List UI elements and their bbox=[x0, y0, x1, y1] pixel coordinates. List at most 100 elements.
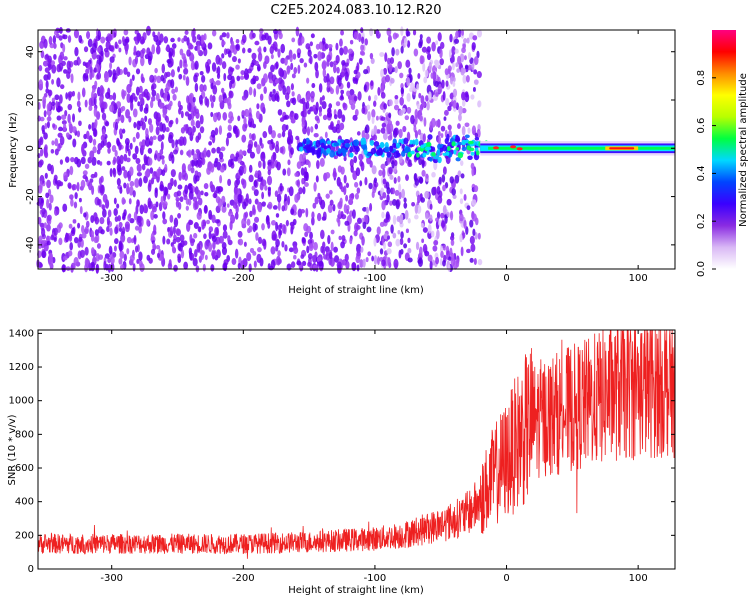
noise-blob bbox=[120, 114, 125, 124]
noise-blob bbox=[146, 47, 151, 56]
noise-blob bbox=[253, 88, 257, 98]
noise-blob bbox=[415, 241, 420, 251]
noise-blob bbox=[286, 136, 291, 145]
noise-blob bbox=[181, 53, 186, 60]
noise-blob bbox=[325, 249, 329, 257]
noise-blob bbox=[373, 255, 378, 265]
noise-blob bbox=[228, 90, 234, 99]
noise-blob bbox=[110, 262, 115, 272]
noise-blob bbox=[301, 152, 306, 162]
noise-blob bbox=[383, 241, 386, 250]
noise-blob bbox=[406, 106, 412, 114]
noise-blob bbox=[307, 253, 313, 260]
noise-blob bbox=[144, 115, 148, 122]
noise-blob bbox=[366, 156, 371, 165]
noise-blob bbox=[121, 36, 125, 44]
noise-blob bbox=[84, 226, 89, 235]
noise-blob bbox=[52, 34, 57, 45]
noise-blob bbox=[444, 109, 449, 116]
noise-blob bbox=[297, 37, 301, 46]
noise-blob bbox=[196, 189, 201, 200]
noise-blob bbox=[414, 130, 419, 139]
noise-blob bbox=[251, 133, 256, 141]
noise-blob bbox=[300, 36, 305, 44]
noise-blob bbox=[308, 243, 314, 252]
noise-blob bbox=[470, 243, 476, 253]
noise-blob bbox=[119, 250, 125, 259]
noise-blob bbox=[424, 69, 429, 78]
noise-blob bbox=[242, 201, 247, 210]
noise-blob bbox=[211, 235, 217, 243]
noise-blob bbox=[140, 56, 145, 67]
noise-blob bbox=[76, 181, 80, 192]
noise-blob bbox=[112, 75, 116, 83]
noise-blob bbox=[114, 41, 118, 49]
noise-blob bbox=[281, 130, 286, 138]
noise-blob bbox=[306, 77, 310, 84]
noise-blob bbox=[271, 220, 277, 226]
noise-blob bbox=[238, 149, 243, 159]
noise-blob bbox=[163, 72, 168, 79]
noise-blob bbox=[143, 154, 147, 163]
noise-blob bbox=[403, 243, 408, 249]
noise-blob bbox=[275, 238, 280, 248]
noise-blob bbox=[65, 92, 69, 100]
figure-title: C2E5.2024.083.10.12.R20 bbox=[270, 3, 441, 18]
noise-blob bbox=[123, 169, 128, 179]
noise-blob bbox=[231, 258, 237, 265]
noise-blob bbox=[118, 39, 122, 45]
noise-blob bbox=[324, 246, 330, 253]
noise-blob bbox=[461, 107, 467, 114]
noise-blob bbox=[276, 161, 281, 171]
noise-blob bbox=[127, 175, 131, 182]
noise-blob bbox=[241, 218, 247, 228]
noise-blob bbox=[41, 250, 47, 259]
noise-blob bbox=[147, 200, 153, 210]
noise-blob bbox=[388, 63, 393, 73]
noise-blob bbox=[315, 175, 319, 183]
noise-blob bbox=[192, 96, 196, 103]
noise-blob bbox=[277, 133, 282, 139]
noise-blob bbox=[471, 199, 477, 206]
noise-blob bbox=[459, 188, 463, 195]
noise-blob bbox=[167, 59, 172, 65]
noise-blob bbox=[261, 201, 266, 207]
x-tick-label: -300 bbox=[100, 273, 123, 284]
noise-blob bbox=[152, 135, 157, 141]
noise-blob bbox=[227, 118, 233, 124]
noise-blob bbox=[421, 102, 426, 108]
noise-blob bbox=[43, 222, 47, 229]
noise-blob bbox=[371, 116, 375, 125]
signal-blob bbox=[408, 142, 414, 148]
noise-blob bbox=[389, 174, 394, 180]
noise-blob bbox=[195, 108, 200, 115]
noise-blob bbox=[203, 204, 208, 214]
noise-blob bbox=[452, 194, 457, 200]
noise-blob bbox=[63, 69, 68, 74]
noise-blob bbox=[316, 160, 320, 170]
noise-blob bbox=[336, 66, 340, 74]
noise-blob bbox=[169, 100, 173, 107]
noise-blob bbox=[56, 115, 62, 121]
noise-blob bbox=[150, 232, 155, 241]
noise-blob bbox=[272, 41, 278, 51]
noise-blob bbox=[183, 261, 189, 270]
noise-blob bbox=[192, 257, 198, 267]
noise-blob bbox=[246, 218, 251, 226]
noise-blob bbox=[282, 224, 286, 234]
signal-blob bbox=[409, 139, 413, 145]
noise-blob bbox=[437, 136, 441, 144]
noise-blob bbox=[375, 115, 379, 121]
noise-blob bbox=[419, 34, 423, 40]
noise-blob bbox=[395, 48, 400, 56]
noise-blob bbox=[56, 77, 61, 88]
noise-blob bbox=[275, 213, 280, 218]
noise-blob bbox=[448, 49, 452, 59]
noise-blob bbox=[59, 135, 65, 146]
noise-blob bbox=[248, 263, 252, 273]
noise-blob bbox=[177, 37, 181, 42]
noise-blob bbox=[210, 129, 216, 138]
noise-blob bbox=[93, 107, 98, 117]
noise-blob bbox=[76, 100, 81, 108]
noise-blob bbox=[73, 236, 79, 244]
